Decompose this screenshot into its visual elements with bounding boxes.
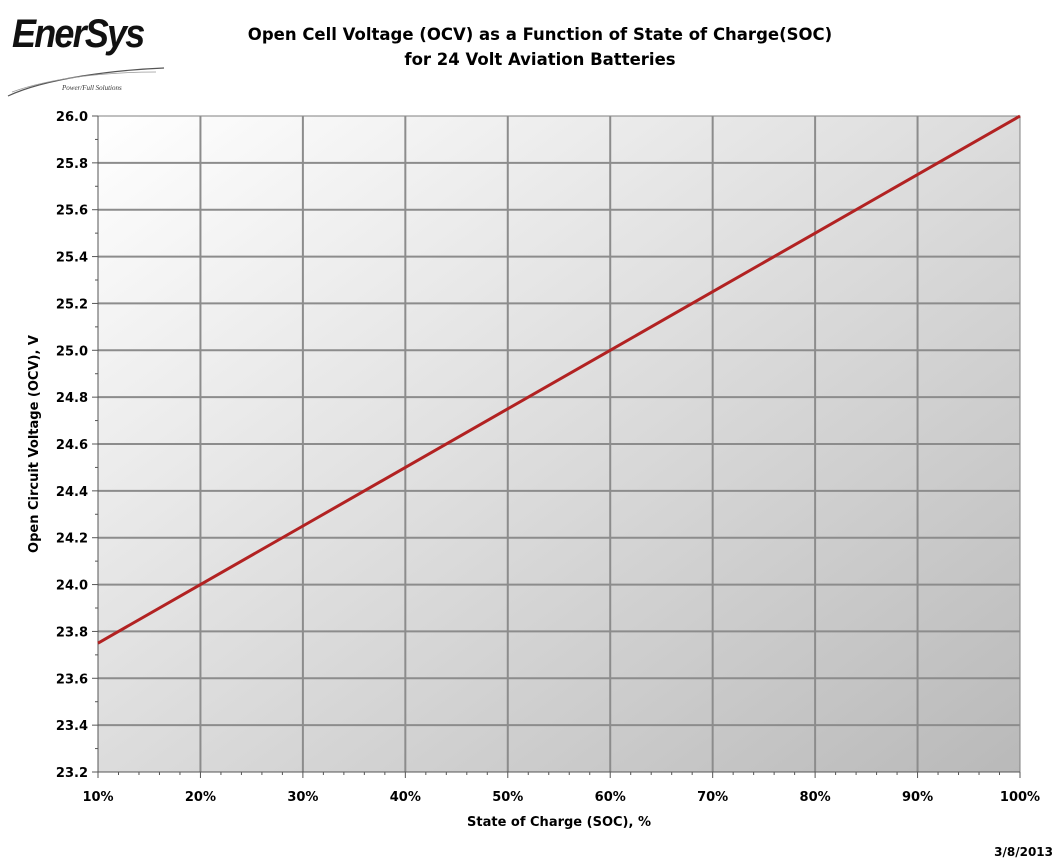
y-tick-label: 26.0 [56,110,88,125]
y-tick-label: 25.4 [56,251,88,266]
x-tick-label: 40% [390,790,421,805]
y-tick-label: 24.6 [56,438,88,453]
chart-title: Open Cell Voltage (OCV) as a Function of… [180,22,900,72]
x-tick-label: 100% [1000,790,1040,805]
x-tick-label: 20% [185,790,216,805]
logo-swoosh-icon [7,67,165,97]
y-tick-label: 24.8 [56,391,88,406]
chart-title-line-1: Open Cell Voltage (OCV) as a Function of… [247,25,833,44]
y-tick-label: 23.6 [56,672,88,687]
tick-labels: 23.2 23.4 23.6 23.8 24.0 24.2 24.4 24.6 24.8 25.0… [56,110,1040,805]
date-stamp: 3/8/2013 [994,845,1053,859]
x-axis-title: State of Charge (SOC), % [467,815,651,830]
y-tick-label: 23.8 [56,625,88,640]
y-tick-label: 25.8 [56,157,88,172]
y-tick-label: 24.2 [56,532,88,547]
series-layer [97,114,1021,645]
y-tick-label: 23.4 [56,719,88,734]
x-tick-label: 90% [902,790,933,805]
y-tick-label: 23.2 [56,766,88,781]
x-tick-label: 70% [697,790,728,805]
y-tick-label: 25.2 [56,297,88,312]
logo-tagline: Power/Full Solutions [62,84,122,92]
enersys-logo: EnerSys Power/Full Solutions [6,8,166,98]
chart-title-line-2: for 24 Volt Aviation Batteries [404,50,676,69]
x-tick-label: 80% [800,790,831,805]
ocv-series-line [97,114,1021,645]
logo-wordmark: EnerSys [12,12,145,56]
y-axis-title: Open Circuit Voltage (OCV), V [27,335,42,553]
y-tick-label: 25.0 [56,344,88,359]
grid [98,116,1020,772]
x-tick-label: 30% [287,790,318,805]
x-tick-label: 60% [595,790,626,805]
y-tick-label: 24.0 [56,579,88,594]
x-tick-label: 50% [492,790,523,805]
x-tick-label: 10% [82,790,113,805]
y-tick-label: 24.4 [56,485,88,500]
axes [92,115,1021,778]
y-tick-label: 25.6 [56,204,88,219]
